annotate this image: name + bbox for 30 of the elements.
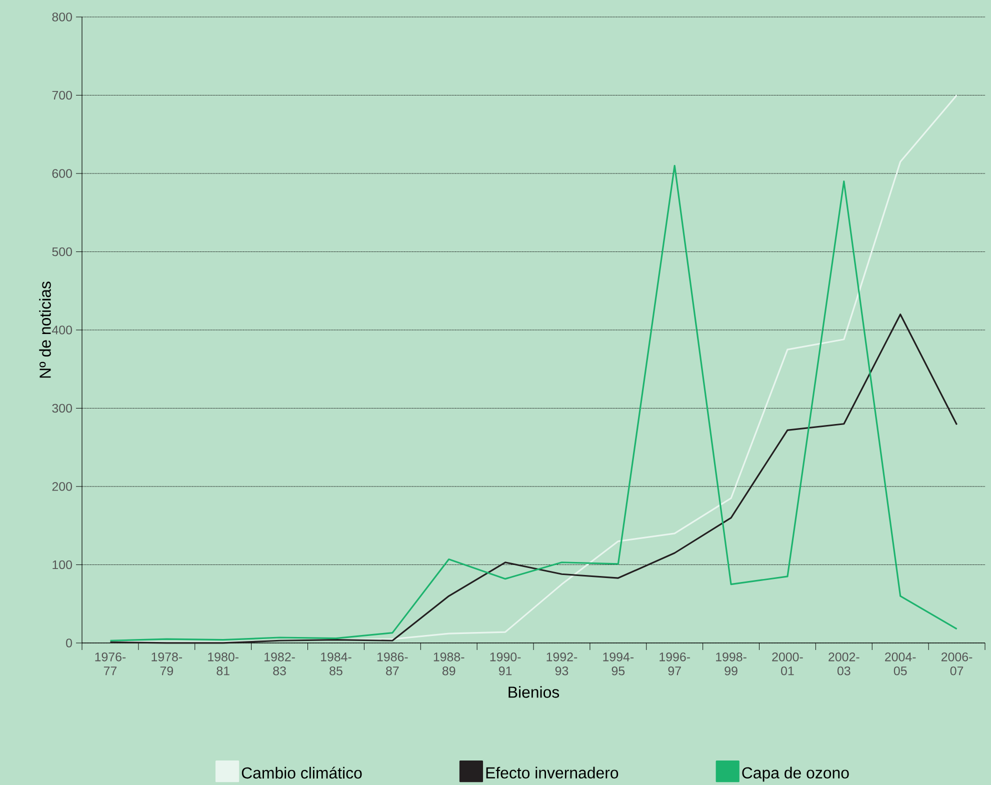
y-tick-label: 400 [52,326,72,334]
y-tick-label: 600 [52,169,72,178]
x-axis-title: Bienios [508,686,560,698]
x-tick-label: 1990-91 [490,652,521,676]
x-tick-label: 2002-03 [828,652,860,676]
x-tick-label: 2000-01 [772,652,803,676]
legend-label: Capa de ozono [742,766,849,782]
x-tick-label: 2004-05 [885,652,916,676]
x-tick-label: 1982-83 [264,652,295,676]
x-tick-label: 1992-93 [546,652,578,676]
x-tick-label: 1998-99 [716,652,746,676]
y-tick-label: 100 [52,560,72,570]
y-tick-label: 800 [52,12,72,22]
y-tick-label: 700 [52,90,72,100]
legend-label: Cambio climático [242,766,362,779]
x-tick-label: 1980-81 [208,652,238,676]
legend-label: Efecto invernadero [486,766,618,778]
x-tick-label: 1996-97 [660,652,690,676]
y-tick-label: 0 [66,638,72,648]
x-tick-label: 1984-85 [321,652,352,676]
x-tick-label: 2006-07 [941,652,972,676]
x-tick-label: 1976-77 [95,652,126,676]
x-tick-label: 1986-87 [377,652,408,676]
y-tick-label: 200 [52,482,72,491]
y-tick-label: 300 [52,404,72,413]
x-tick-label: 1994-95 [603,652,634,676]
y-axis-title: Nº de noticias [39,282,51,378]
y-tick-label: 500 [52,247,72,256]
x-tick-label: 1988-89 [434,652,464,676]
x-tick-label: 1978-79 [152,652,182,676]
